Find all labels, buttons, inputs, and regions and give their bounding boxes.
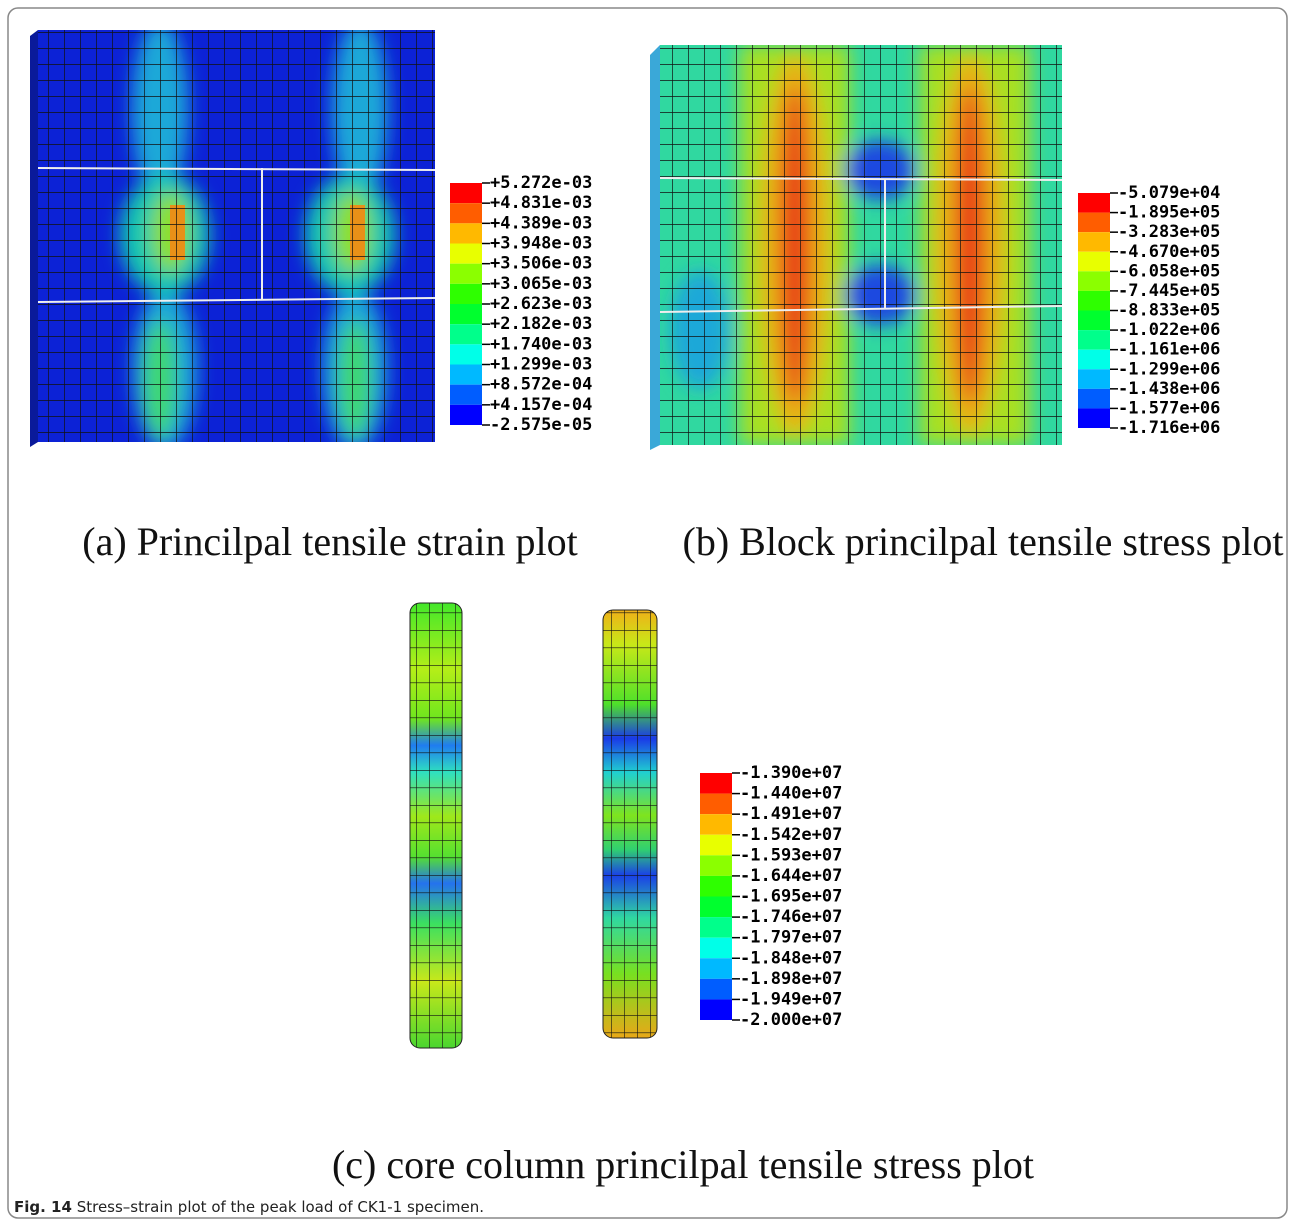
legend-label: -1.716e+06 [1118,418,1220,438]
legend-label: -8.833e+05 [1118,301,1220,321]
legend-label: -1.746e+07 [740,907,842,927]
figure-label: Fig. 14 [14,1198,72,1216]
legend-label: +3.506e-03 [490,254,592,274]
legend-swatch [700,876,732,897]
legend-label: -5.079e+04 [1118,183,1220,203]
legend-swatch [700,794,732,815]
legend-swatch [1078,330,1110,350]
core-columns [410,603,657,1048]
legend-label: +1.740e-03 [490,334,592,354]
legend-swatch [450,344,482,364]
legend-swatch [450,264,482,284]
legend-label: -1.695e+07 [740,887,842,907]
legend-label: -1.895e+05 [1118,203,1220,223]
legend-label: -1.644e+07 [740,866,842,886]
legend-swatch [700,999,732,1020]
legend-label: -1.299e+06 [1118,359,1220,379]
legend-label: -1.440e+07 [740,784,842,804]
legend-label: +3.948e-03 [490,234,592,254]
legend-label: -1.848e+07 [740,948,842,968]
legend-swatch [700,773,732,794]
legend-swatch [1078,408,1110,428]
legend-swatch [450,304,482,324]
panel-caption: (b) Block princilpal tensile stress plot [683,519,1284,564]
legend-swatch [700,938,732,959]
figure: Fig. 14 Stress–strain plot of the peak l… [0,0,1295,1228]
legend-swatch [700,835,732,856]
legend-label: +8.572e-04 [490,375,592,395]
legend-label: -2.000e+07 [740,1010,842,1030]
legend-swatch [700,897,732,918]
panel-caption: (a) Princilpal tensile strain plot [82,519,577,564]
legend-swatch [700,814,732,835]
strain-plot [30,20,435,450]
legend-label: -1.593e+07 [740,845,842,865]
legend-label: -4.670e+05 [1118,242,1220,262]
legend-swatch [700,958,732,979]
legend-label: +4.389e-03 [490,213,592,233]
legend-label: +4.831e-03 [490,193,592,213]
legend-label: +2.182e-03 [490,314,592,334]
legend-label: +2.623e-03 [490,294,592,314]
legend-swatch [1078,193,1110,213]
legend-label: -2.575e-05 [490,415,592,435]
legend-swatch [450,244,482,264]
legend-swatch [700,855,732,876]
legend: -1.390e+07-1.440e+07-1.491e+07-1.542e+07… [700,763,842,1030]
legend-label: -6.058e+05 [1118,261,1220,281]
legend-swatch [450,203,482,223]
legend-swatch [1078,232,1110,252]
legend-swatch [700,979,732,1000]
legend-label: -1.898e+07 [740,969,842,989]
figure-text: Stress–strain plot of the peak load of C… [77,1198,484,1216]
legend-label: -1.542e+07 [740,825,842,845]
legend-swatch [450,385,482,405]
legend-label: +3.065e-03 [490,274,592,294]
legend-label: -1.161e+06 [1118,340,1220,360]
legend-swatch [1078,291,1110,311]
legend-swatch [700,917,732,938]
legend-swatch [450,405,482,425]
legend-swatch [1078,369,1110,389]
legend-label: -1.949e+07 [740,989,842,1009]
legend-label: +4.157e-04 [490,395,592,415]
legend-swatch [1078,311,1110,331]
legend-label: -3.283e+05 [1118,222,1220,242]
legend-label: -1.390e+07 [740,763,842,783]
legend: +5.272e-03+4.831e-03+4.389e-03+3.948e-03… [450,173,592,435]
legend-label: -1.577e+06 [1118,398,1220,418]
legend-label: -7.445e+05 [1118,281,1220,301]
legend-swatch [450,223,482,243]
legend-label: -1.797e+07 [740,928,842,948]
legend-label: +1.299e-03 [490,355,592,375]
legend-swatch [450,183,482,203]
legend-label: -1.022e+06 [1118,320,1220,340]
legend-label: +5.272e-03 [490,173,592,193]
panel-caption: (c) core column princilpal tensile stres… [332,1142,1034,1187]
legend: -5.079e+04-1.895e+05-3.283e+05-4.670e+05… [1078,183,1220,438]
legend-swatch [1078,350,1110,370]
block-stress-plot [650,45,1062,450]
legend-swatch [450,284,482,304]
legend-swatch [1078,389,1110,409]
legend-swatch [450,324,482,344]
legend-label: -1.438e+06 [1118,379,1220,399]
legend-swatch [1078,271,1110,291]
legend-swatch [1078,213,1110,233]
figure-caption: Fig. 14 Stress–strain plot of the peak l… [14,1198,484,1216]
legend-label: -1.491e+07 [740,804,842,824]
legend-swatch [1078,252,1110,272]
legend-swatch [450,365,482,385]
page: {"panels": [ {"legend": ["+5.272e-03","+… [0,0,1295,1228]
